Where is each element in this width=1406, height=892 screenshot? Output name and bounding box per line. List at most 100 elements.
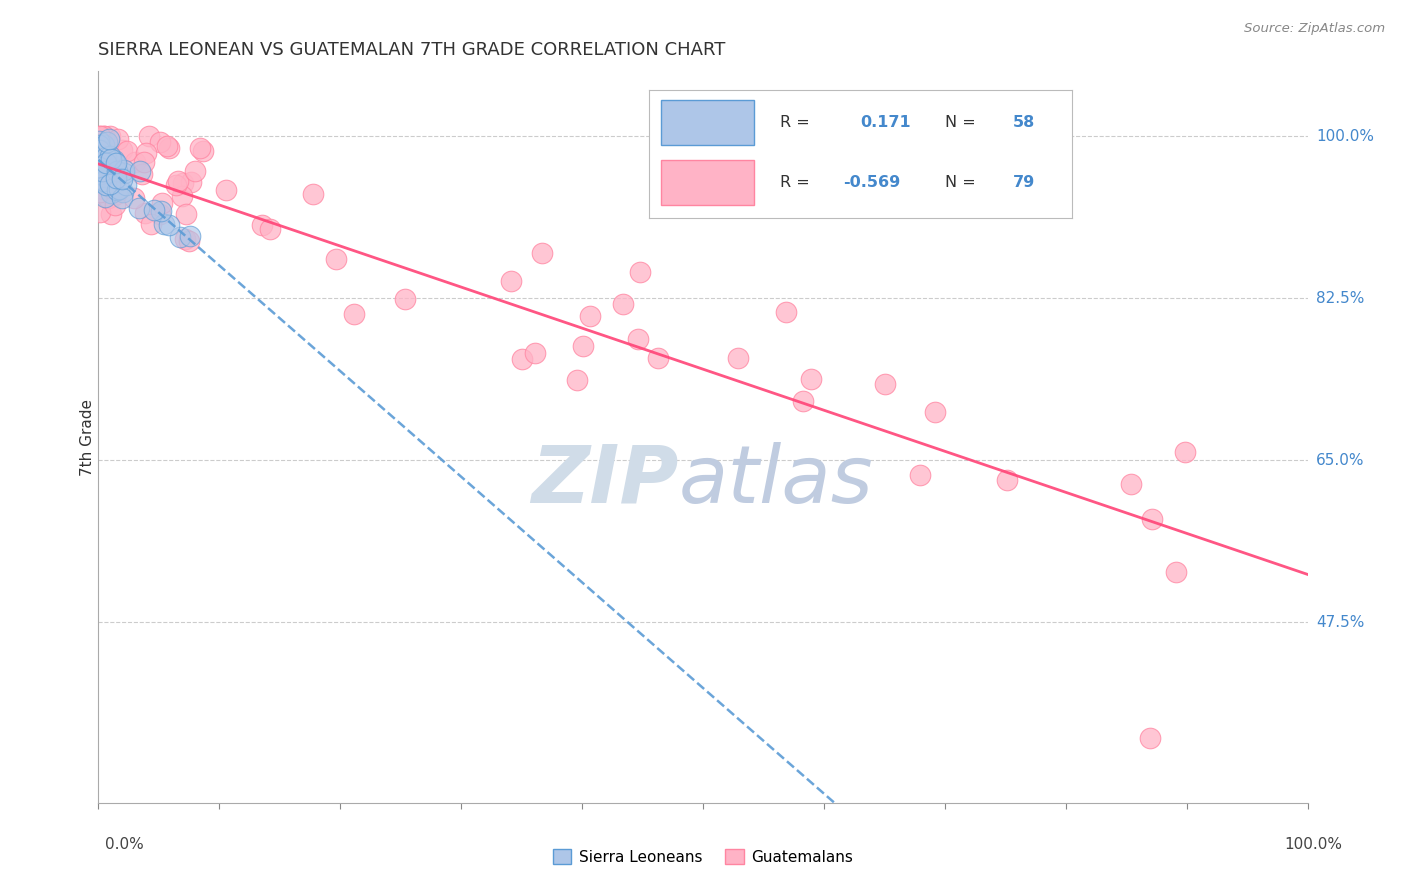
Point [157, 141, 180, 155]
Point [89, 138, 111, 153]
Point [103, 189, 125, 203]
Point [112, 185, 135, 199]
Point [93, 138, 115, 153]
Point [103, 156, 125, 170]
Point [91, 181, 114, 195]
Point [94, 190, 117, 204]
Point [141, 217, 163, 231]
Point [174, 232, 197, 246]
Point [1139, 731, 1161, 745]
Point [98, 177, 121, 191]
Point [131, 167, 153, 181]
Point [579, 309, 602, 323]
Point [115, 178, 138, 193]
Point [169, 229, 191, 244]
Point [111, 172, 134, 186]
Point [103, 163, 125, 178]
Point [138, 129, 160, 144]
Point [184, 164, 207, 178]
Point [612, 296, 634, 310]
Text: atlas: atlas [679, 442, 873, 520]
Point [166, 178, 188, 193]
Point [343, 307, 366, 321]
Point [108, 182, 131, 196]
Point [100, 186, 122, 200]
Text: 0.0%: 0.0% [105, 837, 145, 852]
Point [93, 157, 115, 171]
Point [873, 377, 896, 392]
Point [149, 207, 172, 221]
Legend: Sierra Leoneans, Guatemalans: Sierra Leoneans, Guatemalans [553, 848, 853, 864]
Point [94, 159, 117, 173]
Point [188, 141, 211, 155]
Point [104, 156, 127, 170]
Point [572, 339, 595, 353]
Point [112, 166, 135, 180]
Point [93, 153, 115, 168]
Text: 100.0%: 100.0% [1316, 128, 1374, 144]
Point [87, 143, 110, 157]
Point [627, 332, 650, 346]
Point [87, 135, 110, 149]
Point [112, 162, 135, 177]
Point [727, 351, 749, 366]
Point [93, 149, 115, 163]
Point [128, 164, 150, 178]
Point [90, 178, 112, 193]
Point [90, 144, 112, 158]
Point [89, 129, 111, 144]
Text: ZIP: ZIP [531, 442, 679, 520]
Point [128, 201, 150, 215]
Point [148, 136, 170, 150]
Point [565, 373, 588, 387]
Point [1166, 565, 1188, 579]
Point [530, 245, 553, 260]
Point [105, 183, 128, 197]
Point [96, 149, 118, 163]
Point [172, 176, 194, 190]
Point [630, 265, 652, 279]
Point [179, 235, 201, 249]
Point [94, 158, 117, 172]
Point [1140, 512, 1163, 526]
Point [301, 187, 323, 202]
Point [166, 174, 188, 188]
Point [89, 174, 111, 188]
Point [93, 129, 115, 144]
Point [111, 191, 134, 205]
Point [512, 352, 534, 367]
Point [135, 145, 157, 160]
Point [170, 188, 193, 202]
Point [153, 217, 176, 231]
Point [117, 144, 139, 158]
Point [98, 149, 121, 163]
Point [93, 158, 115, 172]
Point [91, 167, 114, 181]
Point [105, 163, 128, 178]
Point [94, 178, 117, 192]
Point [134, 205, 156, 219]
Point [523, 346, 546, 360]
Point [93, 174, 115, 188]
Point [103, 153, 125, 168]
Point [799, 371, 821, 385]
Point [394, 292, 416, 306]
Point [104, 170, 127, 185]
Point [90, 164, 112, 178]
Point [259, 222, 281, 236]
Point [98, 129, 121, 144]
Text: 65.0%: 65.0% [1316, 453, 1364, 467]
Point [124, 155, 146, 169]
Point [150, 204, 173, 219]
Point [96, 150, 118, 164]
Point [150, 196, 173, 211]
Text: 100.0%: 100.0% [1285, 837, 1343, 852]
Point [908, 468, 931, 483]
Point [94, 156, 117, 170]
Point [87, 160, 110, 174]
Point [157, 219, 180, 233]
Point [93, 129, 115, 144]
Point [775, 305, 797, 319]
Point [91, 182, 114, 196]
Point [142, 203, 165, 218]
